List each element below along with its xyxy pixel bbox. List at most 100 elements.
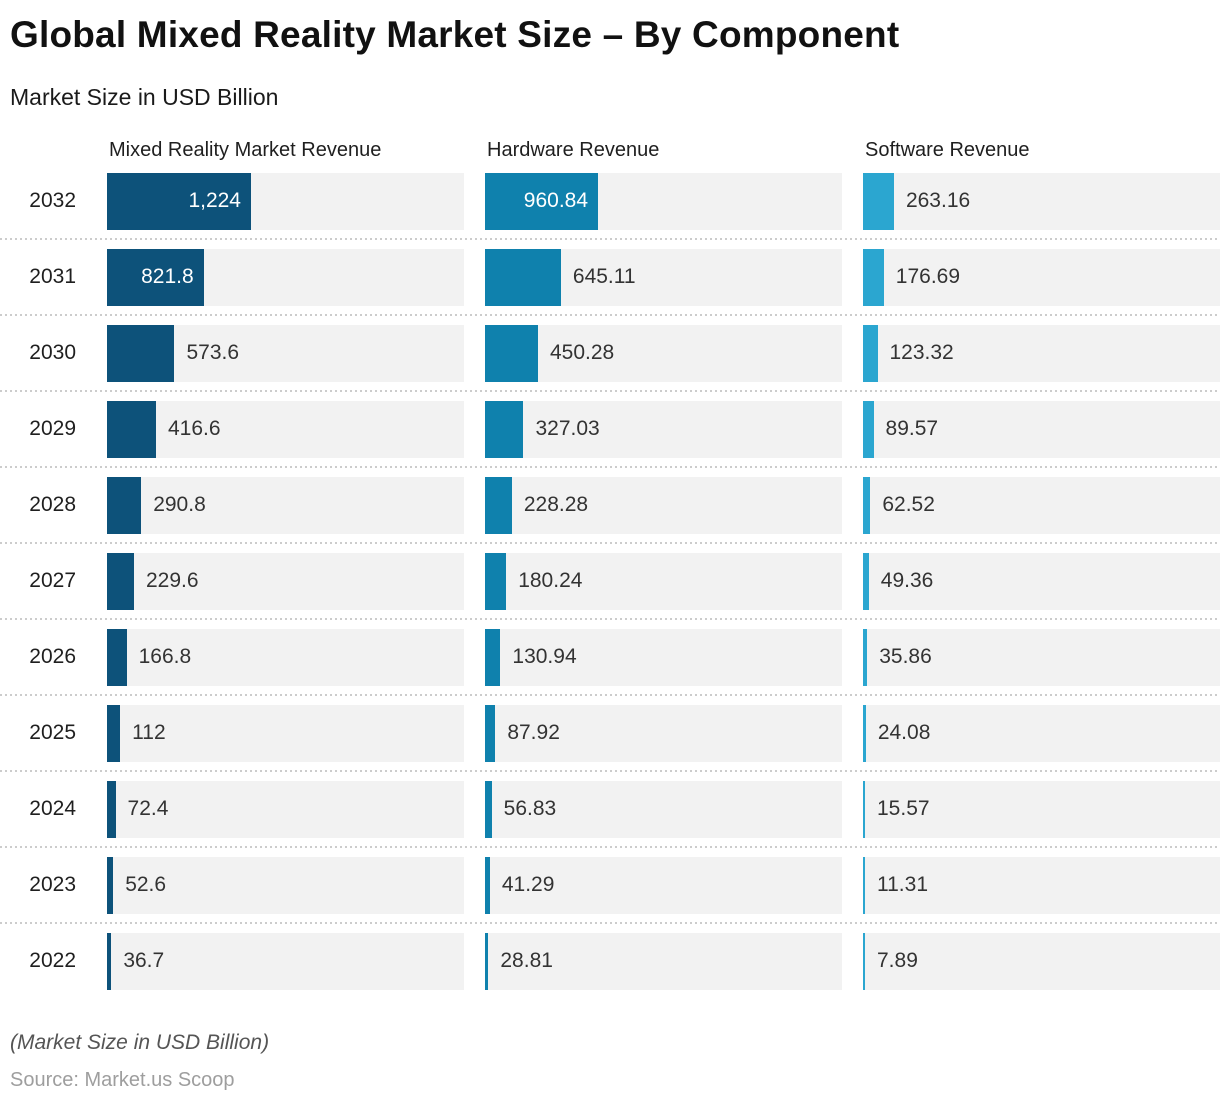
column-header-mixed-reality-revenue: Mixed Reality Market Revenue — [109, 139, 382, 162]
bar-value-label: 166.8 — [138, 645, 192, 669]
bar: 35.86 — [863, 628, 932, 686]
bar-track-hardware-revenue: 960.84 — [485, 172, 842, 230]
bar-track-software-revenue: 263.16 — [863, 172, 1220, 230]
bar-track-mixed-reality-market-revenue: 1,224 — [107, 172, 464, 230]
footnote-market-size-unit: (Market Size in USD Billion) — [10, 1030, 270, 1054]
bar-track-software-revenue: 24.08 — [863, 704, 1220, 762]
year-label: 2031 — [29, 265, 76, 289]
column-header-hardware-revenue: Hardware Revenue — [487, 139, 660, 162]
bar-value-label: 56.83 — [503, 797, 557, 821]
bar-value-label: 112 — [132, 721, 166, 745]
bar: 28.81 — [485, 932, 553, 990]
bar-value-label: 36.7 — [123, 949, 165, 973]
year-label: 2025 — [29, 721, 76, 745]
page-subtitle: Market Size in USD Billion — [10, 83, 279, 110]
bar: 180.24 — [485, 552, 582, 610]
table-row: 2029 416.6 327.03 89.57 — [0, 400, 1220, 468]
bar-track-hardware-revenue: 180.24 — [485, 552, 842, 610]
bar: 89.57 — [863, 400, 938, 458]
bar: 49.36 — [863, 552, 933, 610]
table-row: 2023 52.6 41.29 11.31 — [0, 856, 1220, 924]
table-row: 2027 229.6 180.24 49.36 — [0, 552, 1220, 620]
bar-value-label: 263.16 — [905, 189, 971, 213]
bar-value-label: 450.28 — [549, 341, 615, 365]
bar-value-label: 24.08 — [877, 721, 931, 745]
bar-chart: Mixed Reality Market Revenue Hardware Re… — [0, 139, 1220, 990]
bar: 112 — [107, 704, 166, 762]
bar-track-mixed-reality-market-revenue: 290.8 — [107, 476, 464, 534]
bar-track-hardware-revenue: 450.28 — [485, 324, 842, 382]
bar: 1,224 — [107, 172, 251, 230]
bar: 52.6 — [107, 856, 166, 914]
bar: 62.52 — [863, 476, 935, 534]
bar-track-hardware-revenue: 41.29 — [485, 856, 842, 914]
bar: 416.6 — [107, 400, 221, 458]
bar: 130.94 — [485, 628, 577, 686]
year-label: 2023 — [29, 873, 76, 897]
year-label: 2024 — [29, 797, 76, 821]
chart-rows: 2032 1,224 960.84 263.16 2031 821.8 645.11 176.… — [0, 172, 1220, 990]
bar-value-label: 1,224 — [188, 189, 241, 213]
bar-value-label: 11.31 — [877, 873, 928, 897]
table-row: 2028 290.8 228.28 62.52 — [0, 476, 1220, 544]
bar-value-label: 35.86 — [879, 645, 932, 669]
bar-track-software-revenue: 35.86 — [863, 628, 1220, 686]
bar-track-software-revenue: 123.32 — [863, 324, 1220, 382]
bar-value-label: 229.6 — [146, 569, 199, 593]
bar-track-hardware-revenue: 228.28 — [485, 476, 842, 534]
page-title: Global Mixed Reality Market Size – By Co… — [10, 14, 900, 55]
bar-track-software-revenue: 89.57 — [863, 400, 1220, 458]
table-row: 2031 821.8 645.11 176.69 — [0, 248, 1220, 316]
bar-track-mixed-reality-market-revenue: 416.6 — [107, 400, 464, 458]
bar-value-label: 290.8 — [153, 493, 206, 517]
table-row: 2032 1,224 960.84 263.16 — [0, 172, 1220, 240]
bar-value-label: 180.24 — [518, 569, 583, 593]
bar-value-label: 52.6 — [125, 873, 167, 897]
year-label: 2027 — [29, 569, 76, 593]
bar: 87.92 — [485, 704, 560, 762]
bar-track-hardware-revenue: 645.11 — [485, 248, 842, 306]
bar-track-mixed-reality-market-revenue: 52.6 — [107, 856, 464, 914]
bar-value-label: 28.81 — [500, 949, 553, 973]
bar: 36.7 — [107, 932, 164, 990]
bar: 263.16 — [863, 172, 970, 230]
table-row: 2030 573.6 450.28 123.32 — [0, 324, 1220, 392]
bar-value-label: 416.6 — [168, 417, 221, 441]
bar: 11.31 — [863, 856, 928, 914]
bar: 24.08 — [863, 704, 930, 762]
bar-track-mixed-reality-market-revenue: 229.6 — [107, 552, 464, 610]
bar-value-label: 62.52 — [882, 493, 935, 517]
bar: 72.4 — [107, 780, 168, 838]
bar-value-label: 573.6 — [186, 341, 240, 365]
bar: 15.57 — [863, 780, 930, 838]
year-label: 2022 — [29, 949, 76, 973]
bar-value-label: 72.4 — [127, 797, 169, 821]
bar: 821.8 — [107, 248, 204, 306]
bar-track-hardware-revenue: 130.94 — [485, 628, 842, 686]
bar-value-label: 176.69 — [895, 265, 961, 289]
bar: 7.89 — [863, 932, 918, 990]
bar-track-software-revenue: 62.52 — [863, 476, 1220, 534]
bar: 450.28 — [485, 324, 614, 382]
column-headers: Mixed Reality Market Revenue Hardware Re… — [10, 139, 1220, 163]
bar-track-software-revenue: 15.57 — [863, 780, 1220, 838]
bar-value-label: 41.29 — [501, 873, 555, 897]
year-label: 2029 — [29, 417, 76, 441]
bar-track-mixed-reality-market-revenue: 36.7 — [107, 932, 464, 990]
table-row: 2025 112 87.92 24.08 — [0, 704, 1220, 772]
bar-value-label: 327.03 — [535, 417, 600, 441]
bar-value-label: 821.8 — [141, 265, 194, 289]
bar: 56.83 — [485, 780, 556, 838]
bar-track-software-revenue: 176.69 — [863, 248, 1220, 306]
bar-track-mixed-reality-market-revenue: 821.8 — [107, 248, 464, 306]
bar: 123.32 — [863, 324, 954, 382]
bar: 573.6 — [107, 324, 239, 382]
bar: 166.8 — [107, 628, 191, 686]
year-label: 2028 — [29, 493, 76, 517]
table-row: 2026 166.8 130.94 35.86 — [0, 628, 1220, 696]
bar-value-label: 49.36 — [880, 569, 934, 593]
year-label: 2030 — [29, 341, 76, 365]
bar-track-mixed-reality-market-revenue: 112 — [107, 704, 464, 762]
bar: 41.29 — [485, 856, 554, 914]
